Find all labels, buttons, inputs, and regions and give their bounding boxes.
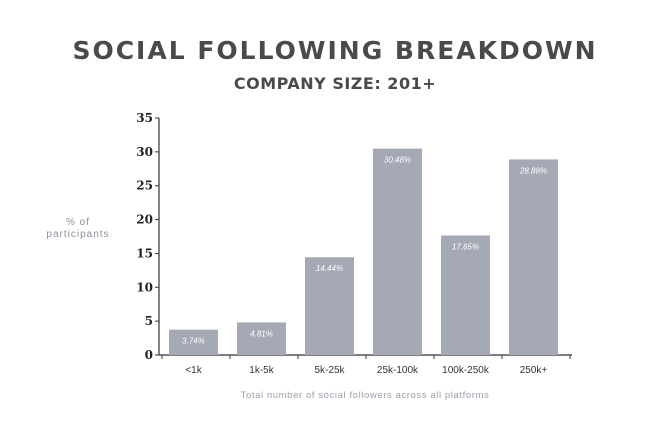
bar-data-label: 14.44% bbox=[316, 264, 343, 273]
x-tick-label: 5k-25k bbox=[314, 365, 345, 376]
bar-2 bbox=[305, 257, 354, 355]
bar-data-label: 17.65% bbox=[452, 242, 479, 251]
bar-4 bbox=[441, 235, 490, 355]
y-tick-label: 35 bbox=[136, 111, 153, 125]
x-tick-label: 100k-250k bbox=[442, 365, 490, 376]
x-tick-label: 1k-5k bbox=[249, 365, 274, 376]
bar-data-label: 3.74% bbox=[182, 337, 205, 346]
y-tick-label: 25 bbox=[136, 179, 153, 193]
chart-axes bbox=[155, 117, 572, 359]
y-tick-label: 30 bbox=[136, 145, 153, 159]
bar-data-label: 4.81% bbox=[250, 329, 273, 338]
x-tick-label: 250k+ bbox=[520, 365, 548, 376]
y-tick-label: 5 bbox=[145, 314, 153, 328]
chart-labels: 0 5 10 15 20 25 30 35 3.74% <1k 4.81% 1k-5k 14.44% 5k… bbox=[136, 111, 547, 376]
chart-bars bbox=[169, 148, 558, 355]
y-tick-label: 0 bbox=[145, 348, 153, 362]
y-tick-label: 10 bbox=[136, 280, 153, 294]
bar-5 bbox=[509, 159, 558, 355]
x-tick-label: 25k-100k bbox=[377, 365, 419, 376]
chart-title: SOCIAL FOLLOWING BREAKDOWN bbox=[72, 36, 598, 65]
bar-1 bbox=[237, 322, 286, 355]
bar-data-label: 28.88% bbox=[519, 166, 547, 175]
x-axis-label: Total number of social followers across … bbox=[240, 390, 490, 401]
bar-0 bbox=[169, 329, 218, 355]
y-axis-label: % of participants bbox=[46, 217, 110, 240]
bar-3 bbox=[373, 148, 422, 355]
bar-data-label: 30.48% bbox=[384, 156, 411, 165]
y-tick-label: 15 bbox=[136, 246, 153, 260]
y-tick-label: 20 bbox=[136, 213, 153, 227]
chart-subtitle: COMPANY SIZE: 201+ bbox=[233, 74, 437, 93]
x-tick-label: <1k bbox=[185, 365, 202, 376]
